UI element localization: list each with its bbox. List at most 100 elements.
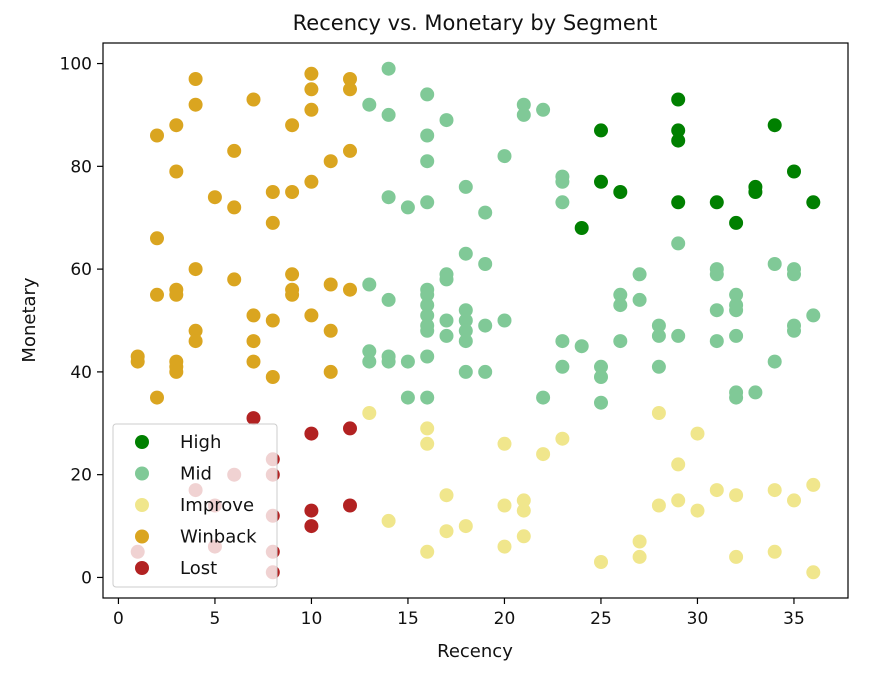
point-improve (439, 524, 454, 539)
point-mid (381, 61, 396, 76)
point-improve (709, 483, 724, 498)
point-high (748, 185, 763, 199)
point-winback (285, 267, 300, 282)
point-improve (690, 426, 705, 441)
y-axis-label: Monetary (19, 277, 40, 363)
point-mid (420, 128, 435, 143)
x-axis-ticks: 0 5 10 15 20 25 30 35 (113, 598, 805, 629)
point-high (671, 133, 686, 148)
point-winback (265, 185, 280, 199)
point-improve (671, 493, 686, 508)
point-mid (574, 339, 589, 354)
point-improve (729, 488, 744, 503)
point-mid (381, 190, 396, 205)
point-mid (709, 303, 724, 318)
legend-marker-improve (135, 498, 149, 512)
legend-frame (112, 423, 278, 588)
point-high (729, 215, 744, 230)
y-tick-label: 20 (70, 466, 92, 486)
point-improve (555, 431, 570, 446)
point-mid (381, 354, 396, 369)
point-improve (806, 565, 821, 580)
point-lost (343, 498, 357, 513)
point-winback (265, 370, 280, 384)
point-improve (632, 534, 647, 549)
x-axis-label: Recency (437, 641, 513, 662)
x-tick-label: 35 (783, 609, 805, 629)
point-mid (420, 287, 435, 302)
point-mid (458, 313, 473, 328)
point-mid (709, 334, 724, 349)
point-winback (304, 102, 319, 117)
point-lost (304, 426, 319, 441)
point-mid (400, 354, 415, 369)
point-improve (690, 503, 705, 518)
point-lost (343, 421, 357, 436)
point-mid (458, 334, 473, 349)
point-mid (651, 328, 666, 343)
point-mid (439, 113, 454, 128)
point-winback (188, 323, 203, 338)
point-winback (150, 390, 164, 405)
point-improve (497, 539, 512, 554)
point-lost (304, 519, 319, 534)
point-winback (323, 154, 338, 169)
point-improve (787, 493, 801, 508)
x-tick-label: 10 (301, 609, 323, 629)
point-winback (304, 82, 319, 97)
point-improve (651, 498, 666, 513)
point-mid (651, 359, 666, 374)
point-mid (362, 97, 377, 112)
point-improve (362, 406, 377, 420)
point-mid (767, 354, 782, 369)
point-mid (516, 107, 531, 122)
point-mid (420, 323, 435, 338)
point-improve (729, 549, 744, 564)
point-winback (285, 287, 300, 302)
point-winback (323, 277, 338, 292)
point-improve (381, 513, 396, 528)
x-tick-label: 20 (494, 609, 516, 629)
point-winback (265, 215, 280, 230)
point-high (594, 174, 608, 189)
point-mid (729, 390, 744, 405)
point-mid (536, 102, 551, 117)
point-mid (748, 385, 763, 400)
point-mid (729, 328, 744, 343)
point-winback (285, 118, 300, 133)
point-mid (787, 323, 801, 338)
point-winback (188, 262, 203, 277)
point-mid (458, 323, 473, 338)
point-improve (536, 447, 551, 462)
x-tick-label: 5 (210, 609, 221, 629)
point-mid (497, 313, 512, 328)
point-high (709, 195, 724, 210)
point-mid (555, 174, 570, 189)
point-winback (207, 190, 222, 205)
point-improve (632, 549, 647, 564)
point-mid (729, 303, 744, 318)
point-improve (420, 421, 435, 436)
point-mid (497, 149, 512, 164)
point-mid (420, 390, 435, 405)
y-tick-label: 0 (81, 568, 92, 588)
legend-marker-winback (135, 529, 149, 544)
point-winback (227, 143, 242, 158)
point-winback (246, 308, 261, 323)
point-mid (729, 287, 744, 302)
point-improve (594, 555, 608, 569)
point-mid (536, 390, 551, 405)
point-improve (516, 503, 531, 518)
point-winback (169, 364, 184, 379)
point-mid (458, 179, 473, 194)
point-winback (304, 308, 319, 323)
point-improve (671, 457, 686, 472)
point-winback (188, 334, 203, 349)
point-winback (150, 128, 164, 143)
legend-label-high: High (180, 432, 221, 453)
point-winback (169, 118, 184, 133)
point-high (613, 185, 628, 199)
point-mid (439, 272, 454, 287)
point-winback (304, 174, 319, 189)
